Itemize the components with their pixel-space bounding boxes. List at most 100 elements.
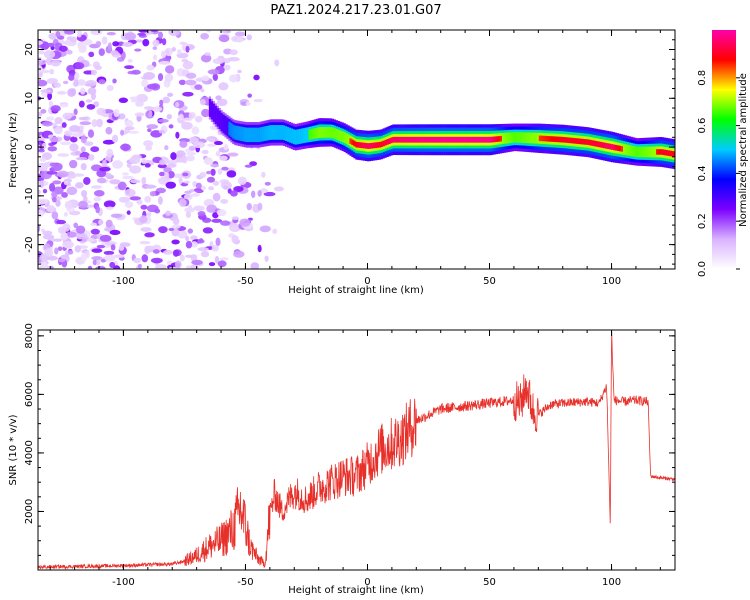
spectrogram-ridge-cell bbox=[302, 128, 305, 144]
spectrogram-noise-blob bbox=[177, 230, 188, 239]
spectrogram-ridge-cell bbox=[490, 136, 493, 143]
spectrogram-ridge-cell bbox=[511, 132, 514, 143]
spectrogram-ridge-cell bbox=[357, 142, 360, 148]
spectrogram-noise-blob bbox=[172, 217, 180, 225]
spectrogram-ridge-cell bbox=[329, 127, 333, 138]
spectrogram-noise-blob bbox=[203, 157, 213, 165]
spectrogram-ridge-cell bbox=[669, 150, 672, 157]
spectrogram-noise-blob bbox=[247, 93, 252, 98]
spectrogram-noise-blob bbox=[96, 244, 106, 249]
spectrogram-noise-blob bbox=[83, 177, 91, 185]
spectrogram-noise-blob bbox=[193, 188, 203, 192]
spectrogram-noise-blob bbox=[153, 54, 158, 61]
spectrogram-ridge-cell bbox=[517, 132, 520, 143]
spectrogram-noise-blob bbox=[120, 143, 131, 151]
spectrogram-ridge-cell bbox=[365, 142, 368, 149]
spectrogram-ridge-cell bbox=[234, 125, 237, 140]
spectrogram-noise-blob bbox=[237, 69, 242, 74]
spectrogram-noise-blob bbox=[229, 49, 238, 56]
spectrogram-noise-blob bbox=[274, 186, 284, 192]
spectrogram-ridge-cell bbox=[460, 136, 463, 143]
spectrogram-noise-blob bbox=[55, 31, 61, 38]
spectrogram-noise-blob bbox=[42, 234, 55, 240]
spectrogram-noise-blob bbox=[111, 134, 119, 143]
spectrogram-ridge-cell bbox=[413, 136, 417, 143]
spectrogram-noise-blob bbox=[185, 45, 190, 53]
spectrogram-ridge-cell bbox=[359, 142, 362, 148]
spectrogram-noise-blob bbox=[183, 193, 193, 201]
spectrogram-noise-blob bbox=[50, 105, 61, 112]
spectrogram-ridge-cell bbox=[429, 136, 432, 143]
spectrogram-ridge-cell bbox=[419, 136, 422, 143]
spectrogram-ridge-cell bbox=[253, 127, 256, 143]
colorbar-gradient bbox=[712, 30, 736, 269]
snr-x-ticks: -100 -50 0 50 100 bbox=[49, 330, 661, 588]
spectrogram-noise-blob bbox=[79, 240, 86, 244]
spectrogram-noise-blob bbox=[121, 175, 134, 180]
spectrogram-ridge-cell bbox=[441, 136, 444, 143]
spectrogram-noise-blob bbox=[51, 196, 57, 203]
spectrogram-noise-blob bbox=[144, 195, 152, 203]
spectrogram-noise-blob bbox=[50, 60, 61, 67]
spectrogram-ridge-cell bbox=[507, 132, 510, 144]
spectrogram-noise-blob bbox=[188, 145, 196, 151]
spectrogram-ridge-cell bbox=[478, 136, 481, 143]
spectrogram-ridge-cell bbox=[226, 117, 229, 137]
snr-x-axis-label: Height of straight line (km) bbox=[288, 585, 424, 596]
spectrogram-ridge-cell bbox=[224, 116, 227, 135]
spectrogram-noise-blob bbox=[233, 186, 244, 193]
spectrogram-ridge-cell bbox=[558, 136, 561, 143]
spectrogram-x-tick-label: -100 bbox=[112, 276, 135, 287]
spectrogram-noise-blob bbox=[90, 228, 100, 235]
spectrogram-noise-blob bbox=[147, 128, 152, 133]
spectrogram-noise-blob bbox=[103, 200, 116, 208]
spectrogram-noise-blob bbox=[96, 107, 106, 116]
spectrogram-noise-blob bbox=[80, 252, 88, 262]
spectrogram-noise-blob bbox=[104, 254, 116, 262]
spectrogram-ridge-cell bbox=[347, 134, 350, 146]
spectrogram-noise-blob bbox=[106, 148, 114, 158]
spectrogram-noise-blob bbox=[70, 136, 78, 143]
spectrogram-ridge-cell bbox=[251, 127, 254, 143]
spectrogram-noise-blob bbox=[157, 196, 163, 205]
spectrogram-noise-blob bbox=[98, 79, 106, 85]
spectrogram-noise-blob bbox=[239, 218, 251, 227]
snr-y-ticks: 2000 4000 6000 8000 bbox=[24, 323, 675, 556]
spectrogram-noise-blob bbox=[207, 69, 220, 75]
spectrogram-ridge-cell bbox=[271, 125, 274, 140]
spectrogram-noise-blob bbox=[124, 32, 137, 41]
spectrogram-ridge-cell bbox=[548, 136, 551, 142]
spectrogram-noise-blob bbox=[129, 165, 142, 174]
spectrogram-noise-blob bbox=[227, 56, 240, 62]
spectrogram-ridge-cell bbox=[663, 149, 666, 156]
spectrogram-noise-blob bbox=[141, 158, 147, 164]
spectrogram-noise-blob bbox=[84, 39, 93, 46]
spectrogram-noise-blob bbox=[53, 82, 62, 88]
spectrogram-ridge-cell bbox=[210, 101, 213, 120]
spectrogram-ridge-cell bbox=[614, 144, 618, 151]
spectrogram-noise-blob bbox=[91, 185, 102, 189]
spectrogram-ridge-cell bbox=[286, 126, 290, 142]
spectrogram-ridge-cell bbox=[454, 136, 458, 143]
spectrogram-ridge-cell bbox=[366, 143, 370, 149]
spectrogram-noise-blob bbox=[200, 54, 212, 63]
spectrogram-noise-blob bbox=[107, 42, 112, 51]
spectrogram-ridge-cell bbox=[232, 124, 235, 139]
spectrogram-noise-blob bbox=[38, 40, 44, 45]
spectrogram-noise-blob bbox=[274, 59, 280, 67]
spectrogram-ridge-cell bbox=[476, 136, 479, 143]
spectrogram-ridge-cell bbox=[447, 136, 450, 143]
spectrogram-ridge-cell bbox=[294, 129, 297, 145]
spectrogram-ridge-cell bbox=[650, 146, 653, 158]
spectrogram-noise-blob bbox=[90, 222, 98, 227]
spectrogram-noise-blob bbox=[218, 155, 228, 161]
spectrogram-ridge-cell bbox=[572, 137, 575, 144]
spectrogram-noise-blob bbox=[81, 189, 88, 198]
spectrogram-noise-blob bbox=[154, 208, 161, 214]
spectrogram-noise-blob bbox=[190, 235, 198, 241]
spectrogram-noise-blob bbox=[110, 50, 119, 56]
spectrogram-noise-blob bbox=[69, 125, 81, 133]
spectrogram-noise-blob bbox=[248, 217, 253, 221]
spectrogram-noise-blob bbox=[105, 219, 113, 228]
spectrogram-y-tick-label: -10 bbox=[24, 188, 35, 204]
